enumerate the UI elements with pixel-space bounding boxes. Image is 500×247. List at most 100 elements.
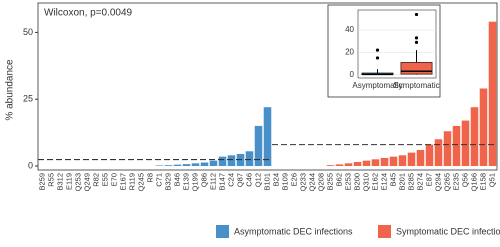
bar: [227, 155, 236, 166]
bar: [479, 88, 488, 166]
x-tick-label: E119: [64, 173, 73, 190]
x-tick-label: B255: [325, 173, 334, 191]
bar: [335, 164, 344, 166]
y-tick-label: 40: [345, 25, 354, 34]
x-tick-label: E55: [100, 173, 109, 186]
y-axis-label: % abundance: [5, 59, 16, 121]
x-tick-label: E235: [451, 173, 460, 191]
y-tick-label: 0: [28, 160, 33, 170]
bar: [380, 157, 389, 166]
x-tick-label: Q310: [361, 173, 370, 191]
bar: [263, 107, 272, 166]
x-tick-label: R119: [127, 173, 136, 190]
x-tick-label: B45: [388, 173, 397, 186]
bar: [398, 155, 407, 166]
x-tick-label: E87: [424, 173, 433, 186]
x-tick-label: Q253: [73, 173, 82, 191]
x-tick-label: Q265: [442, 173, 451, 191]
x-tick-label: Q199: [190, 173, 199, 191]
bar: [425, 144, 434, 166]
x-tick-label: B46: [172, 173, 181, 186]
x-tick-label: E158: [478, 173, 487, 191]
bar: [407, 152, 416, 166]
bar: [173, 164, 182, 166]
y-tick-label: 50: [23, 27, 33, 37]
annotation: Wilcoxon, p=0.0049: [44, 8, 133, 19]
legend-swatch: [378, 225, 391, 238]
x-tick-label: B200: [352, 173, 361, 191]
bar: [434, 139, 443, 166]
x-tick-label: B101: [262, 173, 271, 191]
x-tick-label: B201: [397, 173, 406, 191]
x-tick-label: E162: [370, 173, 379, 191]
x-tick-label: Q166: [469, 173, 478, 191]
bar: [209, 160, 218, 166]
box: [400, 62, 433, 75]
y-tick-label: 20: [345, 47, 354, 56]
x-tick-label: Q233: [298, 173, 307, 191]
outlier: [414, 36, 419, 40]
x-tick-label: B24: [271, 173, 280, 186]
x-tick-label: C46: [244, 173, 253, 187]
bar: [353, 161, 362, 166]
bar: [155, 165, 164, 166]
x-tick-label: B259: [37, 173, 46, 191]
bar: [362, 160, 371, 166]
outlier: [375, 56, 380, 60]
bar: [461, 120, 470, 166]
x-tick-label: C24: [226, 173, 235, 187]
legend-label: Asymptomatic DEC infections: [234, 226, 353, 236]
bar: [470, 107, 479, 166]
x-tick-label: B109: [280, 173, 289, 191]
x-tick-label: E167: [118, 173, 127, 191]
x-tick-label: Asymptomatic: [352, 81, 402, 90]
bar: [389, 156, 398, 166]
x-tick-label: Q12: [253, 173, 262, 187]
bar: [326, 165, 335, 166]
x-tick-label: E253: [343, 173, 352, 191]
bar: [416, 149, 425, 166]
outlier: [375, 48, 380, 52]
bar: [488, 21, 497, 166]
x-tick-label: Q244: [307, 173, 316, 191]
x-tick-label: B329: [163, 173, 172, 191]
bar: [344, 163, 353, 166]
x-tick-label: E26: [289, 173, 298, 186]
bar: [452, 125, 461, 166]
bar: [443, 131, 452, 166]
x-tick-label: Symptomatic: [393, 81, 439, 90]
bar: [182, 164, 191, 166]
x-tick-label: B285: [406, 173, 415, 191]
x-tick-label: Q56: [460, 173, 469, 187]
x-tick-label: E139: [181, 173, 190, 191]
x-tick-label: Q294: [433, 173, 442, 191]
outlier: [414, 40, 419, 44]
bar: [191, 163, 200, 166]
x-tick-label: E112: [208, 173, 217, 190]
bar: [218, 156, 227, 166]
x-tick-label: Q208: [316, 173, 325, 191]
x-tick-label: R82: [91, 173, 100, 187]
legend-label: Symptomatic DEC infections: [396, 226, 500, 236]
x-tick-label: Q245: [136, 173, 145, 191]
x-tick-label: B312: [55, 173, 64, 191]
x-tick-label: B62: [334, 173, 343, 186]
outlier: [414, 12, 419, 17]
x-tick-label: R55: [46, 173, 55, 187]
x-tick-label: R8: [145, 173, 154, 183]
x-tick-label: C71: [154, 173, 163, 187]
x-tick-label: Q249: [82, 173, 91, 191]
y-tick-label: 0: [350, 70, 355, 79]
x-tick-label: Q51: [487, 173, 496, 187]
x-tick-label: Q87: [235, 173, 244, 187]
x-tick-label: E70: [109, 173, 118, 186]
bar: [371, 159, 380, 166]
legend-swatch: [216, 225, 229, 238]
y-tick-label: 25: [23, 94, 33, 104]
inset-plot: [357, 9, 437, 79]
x-tick-label: Q86: [199, 173, 208, 187]
bar: [245, 151, 254, 166]
bar: [164, 165, 173, 166]
x-tick-label: E124: [379, 173, 388, 191]
